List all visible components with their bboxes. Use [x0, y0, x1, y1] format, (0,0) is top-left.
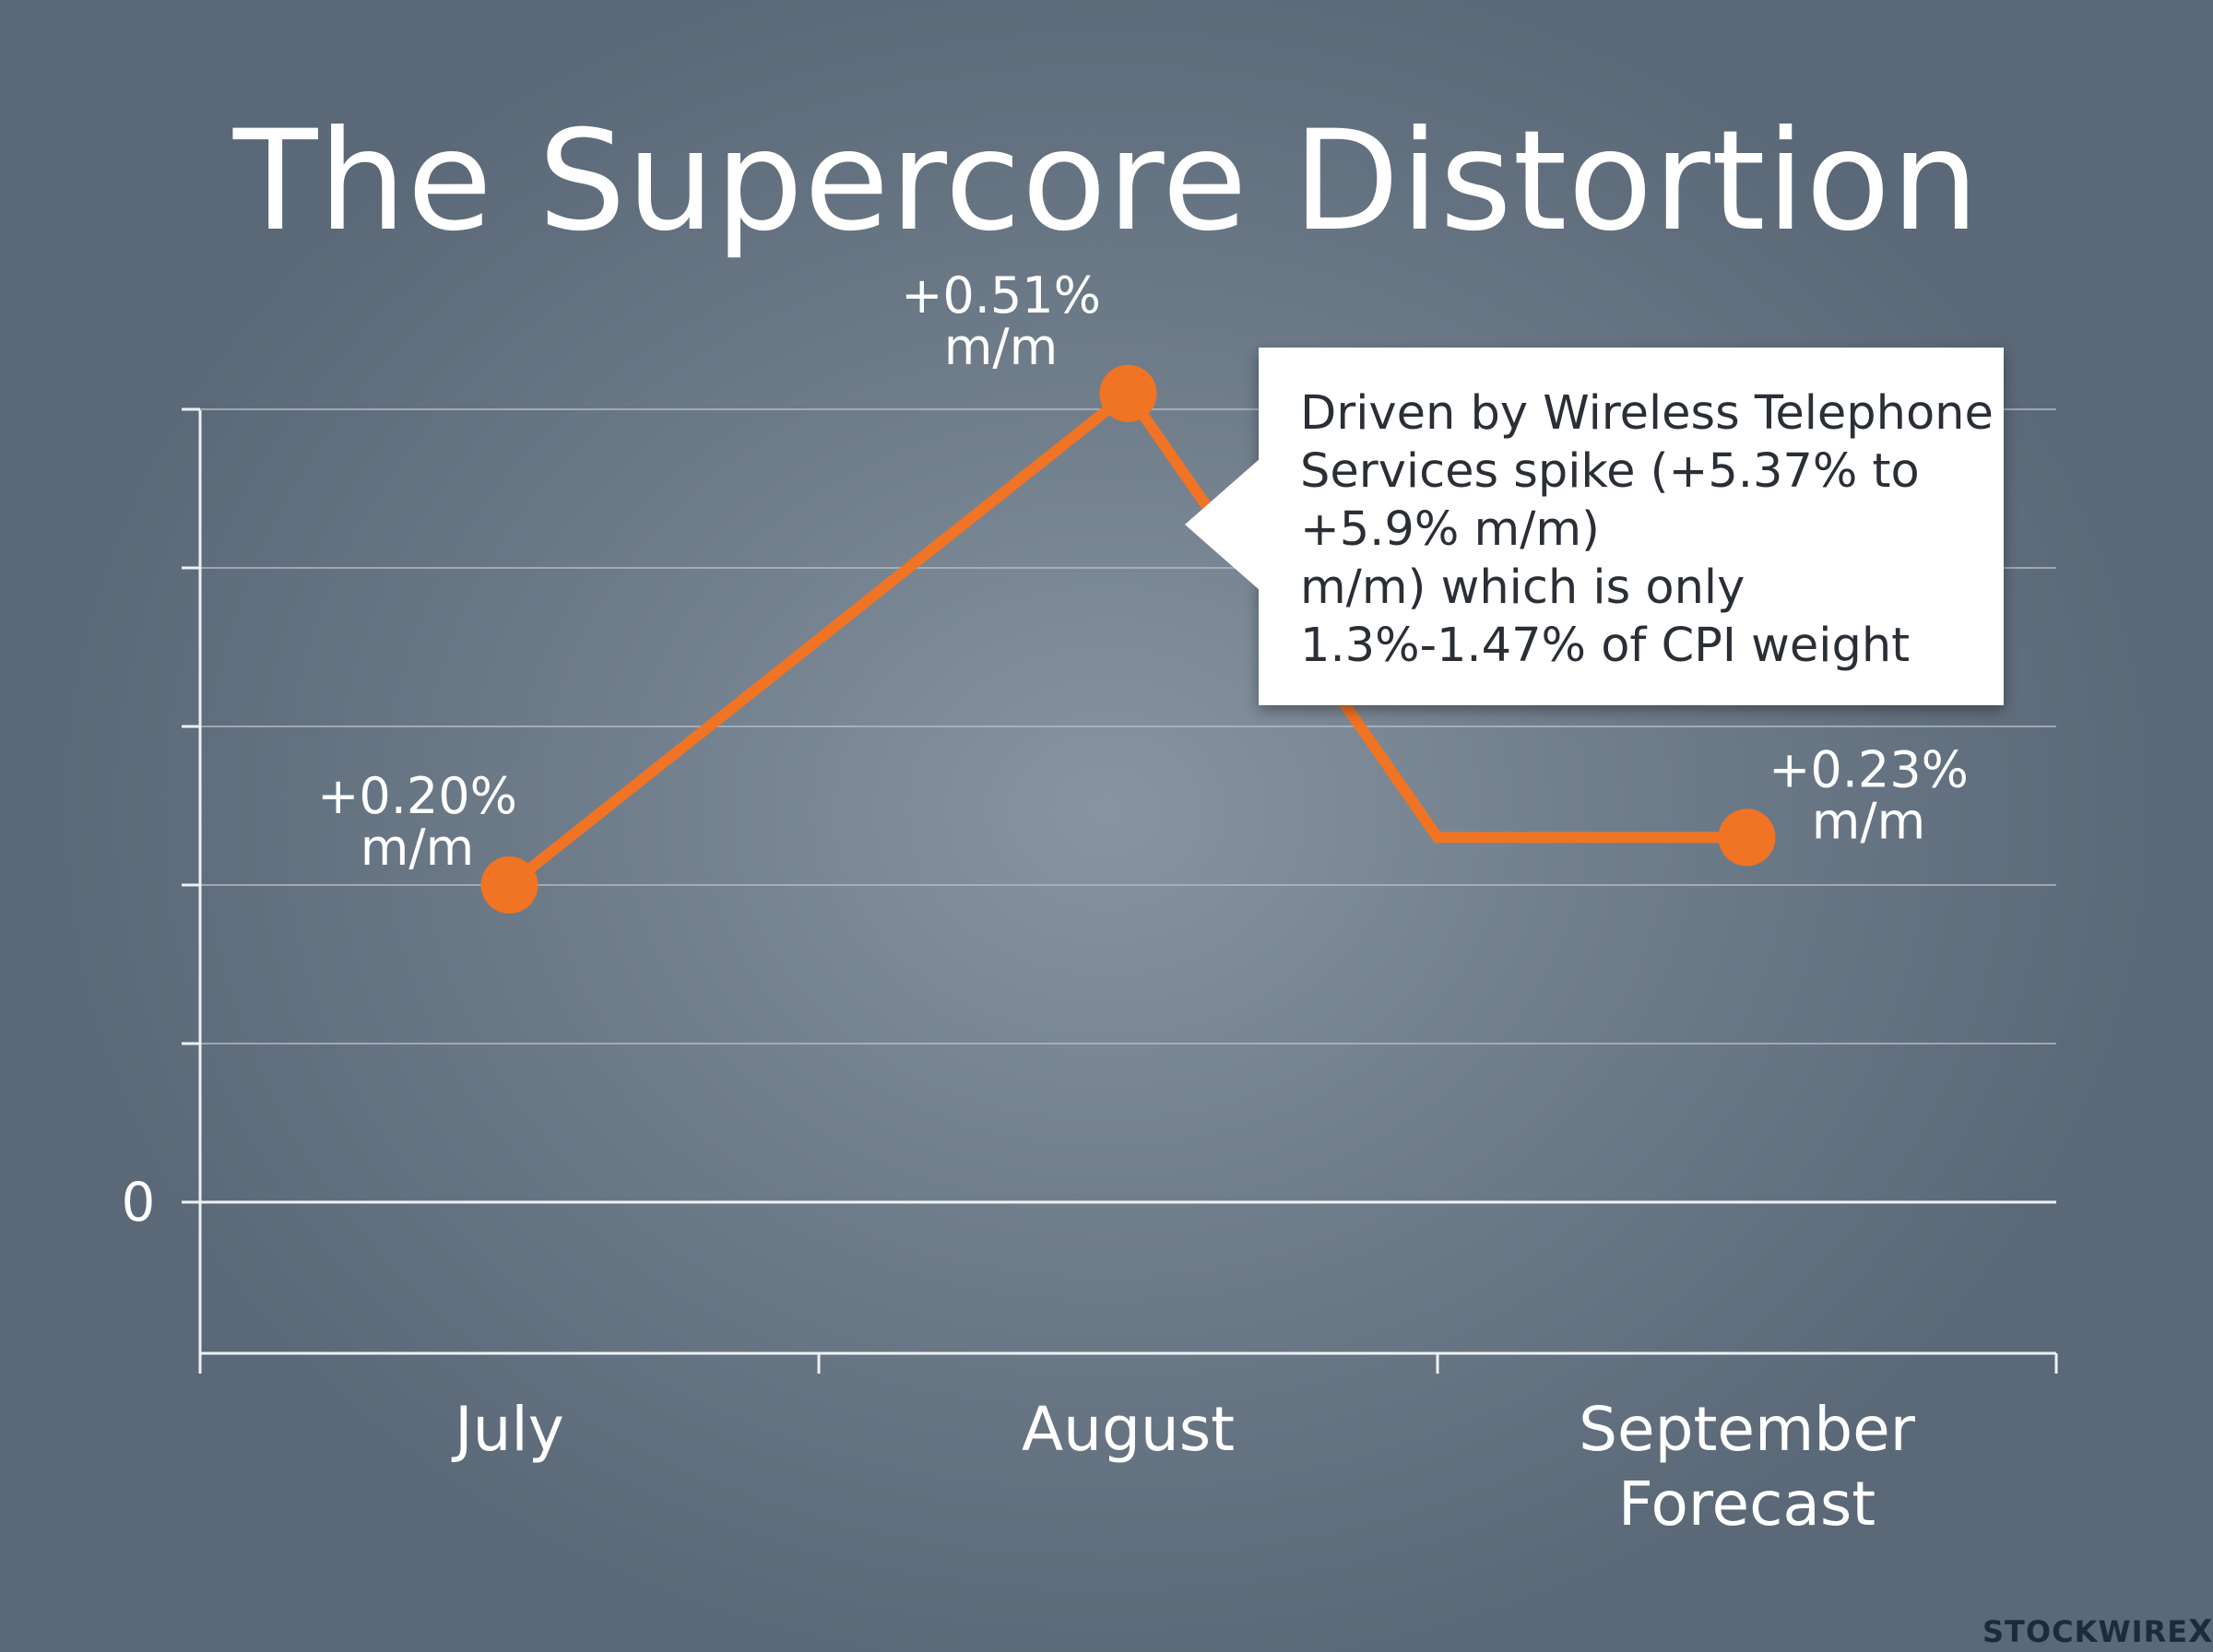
chart-title: The Supercore Distortion [232, 101, 1981, 262]
axes [182, 407, 2058, 1374]
x-tick-label: July [451, 1394, 564, 1465]
data-label: +0.51% [901, 266, 1101, 324]
callout-line: Driven by Wireless Telephone [1300, 386, 1994, 441]
data-point [1099, 364, 1157, 422]
data-point [480, 856, 538, 914]
callout-line: Services spike (+5.37% to [1300, 444, 1920, 499]
annotation-callout: Driven by Wireless Telephone Services sp… [1185, 348, 2004, 705]
data-label: m/m [1812, 792, 1925, 850]
data-label: +0.23% [1769, 740, 1969, 798]
callout-line: m/m) which is only [1300, 560, 1746, 615]
stockwire-logo: STOCKWIREX [1982, 1613, 2213, 1650]
logo-text: STOCKWIRE [1982, 1614, 2189, 1649]
x-tick-label: Forecast [1618, 1469, 1876, 1540]
data-label: m/m [944, 318, 1058, 376]
x-tick-label: September [1579, 1394, 1916, 1465]
x-tick-label: August [1022, 1394, 1235, 1465]
callout-line: +5.9% m/m) [1300, 502, 1600, 557]
y-tick-label: 0 [122, 1171, 156, 1233]
data-label: +0.20% [317, 767, 517, 825]
logo-x-mark: X [2188, 1613, 2213, 1650]
data-point [1718, 808, 1776, 867]
callout-line: 1.3%-1.47% of CPI weight [1300, 619, 1911, 673]
data-label: m/m [361, 819, 474, 877]
callout-pointer [1185, 458, 1260, 591]
